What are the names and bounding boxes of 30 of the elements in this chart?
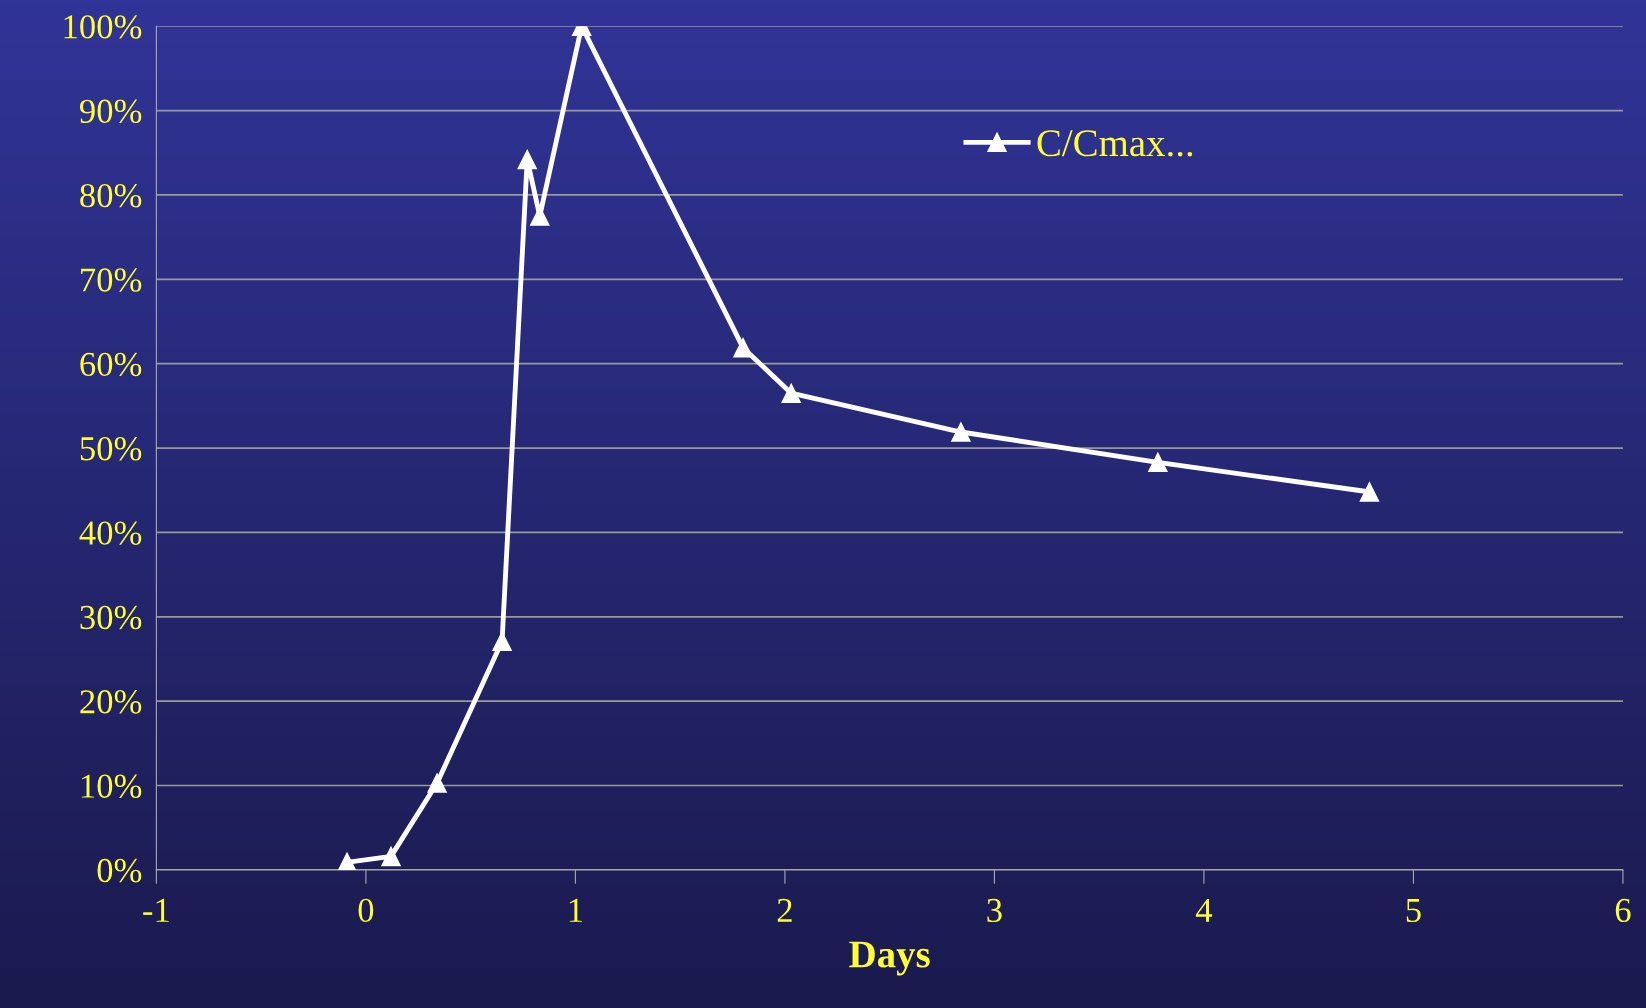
x-tick-label: 1 [569, 898, 582, 922]
y-tick-label: 50% [80, 437, 142, 461]
x-tick-label: 4 [1195, 898, 1213, 922]
point [1148, 452, 1168, 473]
point [781, 383, 801, 403]
y-tick-label: 40% [79, 521, 142, 545]
point [517, 149, 537, 170]
point [427, 773, 447, 793]
x-tick-label: 5 [1406, 899, 1421, 923]
point [337, 852, 357, 870]
y-tick-label: 100% [64, 15, 142, 39]
point [381, 846, 401, 867]
x-axis-title: Days [849, 941, 930, 976]
y-tick-label: 70% [81, 268, 142, 292]
y-tick-label: 20% [80, 690, 142, 714]
x-tick-label: 0 [358, 898, 374, 923]
x-tick-label: 6 [1615, 898, 1631, 923]
point [1359, 482, 1380, 502]
x-tick-label: 3 [987, 898, 1002, 923]
x-tick-label: 2 [777, 898, 792, 922]
point [951, 422, 971, 442]
y-tick-label: 10% [81, 774, 142, 799]
y-tick-label: 80% [80, 183, 142, 208]
y-tick-label: 90% [79, 99, 142, 124]
legend-label: C/Cmax... [1037, 130, 1193, 157]
y-tick-label: 30% [80, 605, 142, 630]
point [733, 337, 753, 358]
y-tick-label: 60% [80, 352, 142, 377]
x-tick-label: -1 [143, 898, 169, 922]
y-tick-label: 0% [97, 858, 142, 883]
